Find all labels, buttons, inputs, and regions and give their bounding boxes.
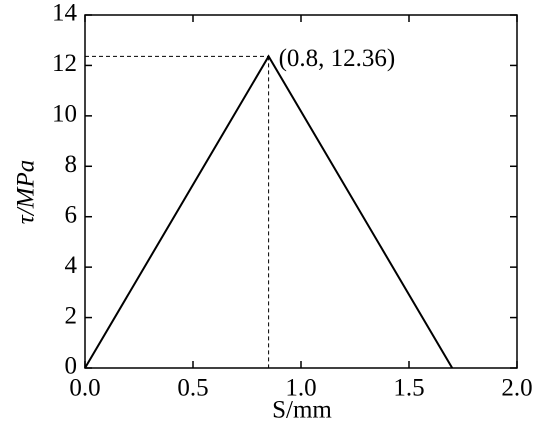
- x-axis-label: S/mm: [272, 397, 332, 424]
- x-tick-label: 0.0: [69, 375, 100, 402]
- line: [84, 54, 454, 369]
- y-tick-label: 0: [65, 353, 78, 380]
- annotation: (0.8, 12.36): [279, 45, 396, 72]
- x-tick-label: 2.0: [501, 375, 532, 402]
- x-tick-label: 1.5: [393, 375, 424, 402]
- x-tick-label: 0.5: [177, 375, 208, 402]
- y-tick-label: 10: [52, 101, 77, 128]
- y-tick-label: 4: [65, 252, 78, 279]
- y-tick-label: 6: [65, 201, 78, 228]
- x-tick-label: 1.0: [285, 375, 316, 402]
- y-axis-label: τ/MPa: [13, 160, 40, 225]
- y-tick-label: 2: [65, 302, 78, 329]
- y-tick-label: 14: [52, 0, 78, 27]
- y-tick-label: 8: [65, 151, 78, 178]
- y-tick-label: 12: [52, 50, 77, 77]
